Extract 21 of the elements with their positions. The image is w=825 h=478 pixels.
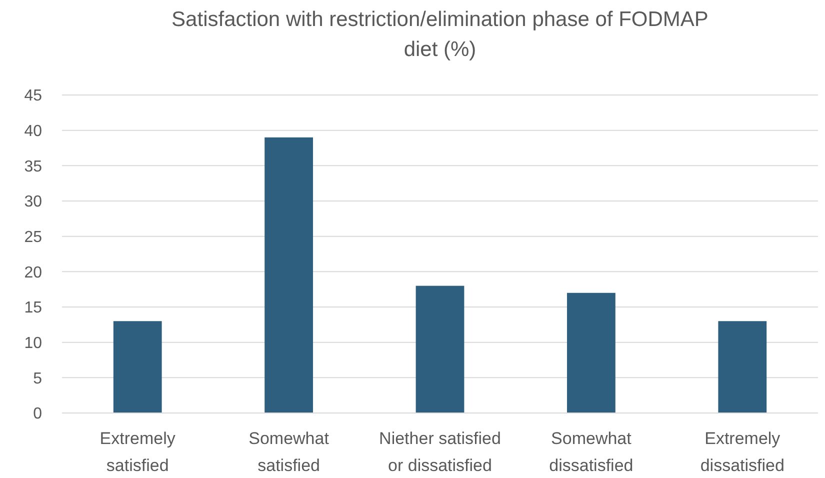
bar (416, 286, 464, 413)
x-tick-label: Somewhat satisfied (248, 429, 330, 475)
x-tick-label: Somewhat dissatisfied (549, 429, 634, 475)
bar (264, 137, 313, 413)
x-tick-label: Extremely satisfied (100, 429, 176, 475)
y-tick-label: 30 (24, 194, 42, 211)
y-tick-label: 45 (24, 88, 42, 105)
y-tick-label: 5 (33, 370, 42, 388)
x-tick-label: Extremely dissatisfied (700, 429, 784, 475)
bar (718, 321, 767, 413)
bar (113, 321, 162, 413)
y-tick-label: 40 (24, 122, 42, 140)
x-tick-label: Niether satisfied or dissatisfied (379, 429, 501, 475)
y-tick-label: 10 (24, 334, 42, 352)
y-tick-label: 25 (24, 228, 42, 246)
y-tick-label: 0 (33, 406, 42, 423)
chart-title: Satisfaction with restriction/elimination phase of FODMAP diet (%) (172, 8, 708, 61)
bar (567, 292, 616, 413)
y-tick-label: 15 (24, 300, 42, 317)
y-tick-label: 35 (24, 158, 42, 176)
y-tick-label: 20 (24, 264, 42, 282)
